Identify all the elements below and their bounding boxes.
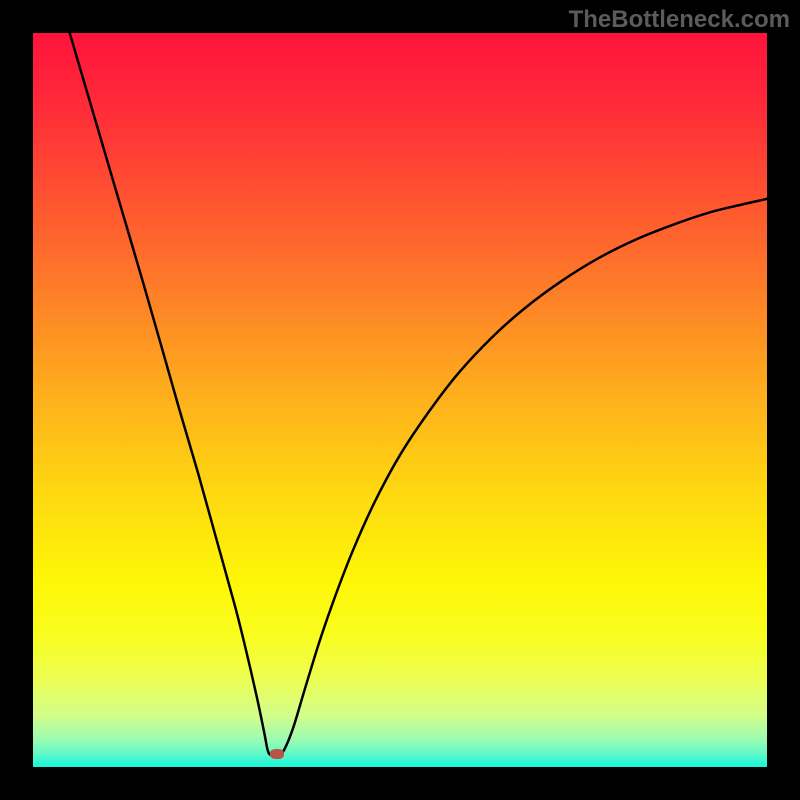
bottleneck-curve-svg [33, 33, 767, 767]
minimum-marker [270, 749, 284, 759]
bottleneck-curve [70, 33, 767, 756]
watermark-text: TheBottleneck.com [569, 6, 790, 34]
plot-area [33, 33, 767, 767]
chart-stage: TheBottleneck.com [0, 0, 800, 800]
